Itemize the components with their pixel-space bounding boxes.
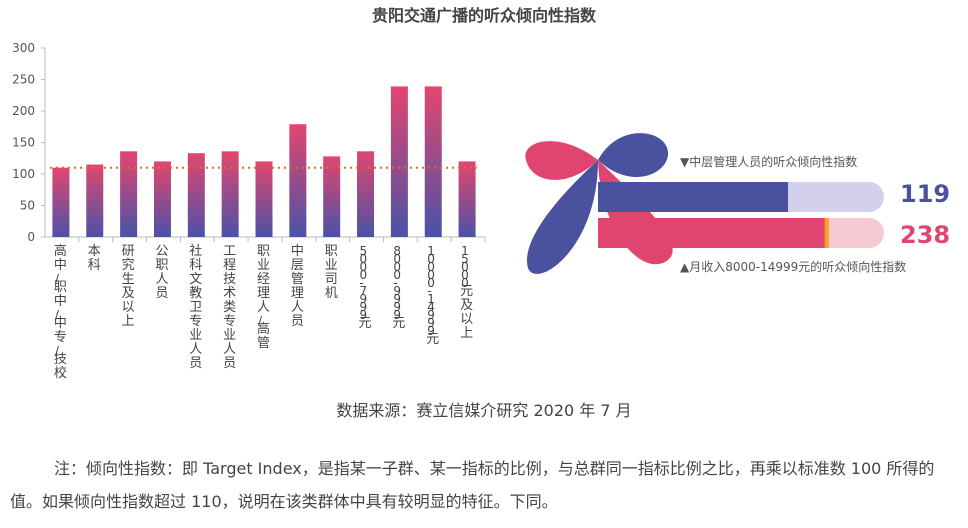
top-index-label: ▼中层管理人员的听众倾向性指数 (680, 155, 858, 169)
bar (323, 156, 341, 237)
bottom-index-value: 238 (900, 221, 951, 249)
x-tick-label: 社科文教卫专业人员 (189, 243, 202, 371)
x-tick-label: 职业司机 (325, 244, 338, 301)
bar (255, 161, 273, 237)
bottom-index-fill (598, 218, 825, 248)
x-tick-label: 1 5 0 0 0 元及以上 (460, 244, 473, 341)
bar (86, 164, 104, 237)
petal-top-left (525, 141, 598, 180)
bar (390, 86, 408, 238)
x-axis-labels: 高中/职中/中专/技校 本科 研究生及以上 公职人员 社科文教卫专业人员 工程技术类专业人… (54, 237, 486, 381)
x-tick-label: 8 0 0 0 -9 9 9 9 元 (392, 244, 405, 331)
x-tick-label: 高中/职中/中专/技校 (54, 243, 67, 381)
top-index-value: 119 (900, 180, 951, 208)
y-axis: 0 50 100 150 200 250 300 (12, 41, 485, 244)
bar (120, 151, 138, 237)
bottom-index-label: ▲月收入8000-14999元的听众倾向性指数 (680, 260, 907, 274)
index-infographic (525, 133, 884, 274)
x-tick-label: 1 0 0 0 0 -1 4 9 9 9 元 (426, 244, 439, 347)
x-tick-label: 公职人员 (155, 244, 168, 301)
bar (52, 167, 70, 237)
x-tick-label: 职业经理人/高管 (257, 244, 270, 351)
bar-series (52, 86, 476, 238)
x-tick-label: 研究生及以上 (122, 244, 135, 329)
y-tick-label: 300 (12, 41, 35, 55)
chart-canvas: 0 50 100 150 200 250 300 高中/职中/中专/技校 本科 研究生及以上 公职… (12, 41, 884, 381)
x-tick-label: 中层管理人员 (291, 244, 304, 329)
y-tick-label: 150 (12, 136, 35, 150)
x-tick-label: 本科 (88, 244, 101, 273)
bar (221, 151, 239, 237)
bar (153, 161, 171, 237)
x-tick-label: 5 0 0 0 -7 9 9 9 元 (359, 244, 372, 331)
bar (357, 151, 375, 237)
y-tick-label: 50 (20, 199, 35, 213)
y-tick-label: 250 (12, 73, 35, 87)
chart-title: 贵阳交通广播的听众倾向性指数 (371, 6, 596, 25)
bar (424, 86, 442, 238)
bottom-index-tip (824, 218, 829, 248)
petal-top-right (598, 133, 669, 177)
data-source: 数据来源：赛立信媒介研究 2020 年 7 月 (336, 401, 632, 420)
y-tick-label: 100 (12, 167, 35, 181)
bar (458, 161, 476, 237)
bar (289, 124, 307, 237)
footnote: 注：倾向性指数：即 Target Index，是指某一子群、某一指标的比例，与总… (10, 459, 935, 511)
top-index-fill (598, 182, 788, 212)
bar (187, 153, 205, 237)
petal-bottom-left (526, 160, 598, 274)
y-tick-label: 0 (27, 230, 35, 244)
y-tick-label: 200 (12, 104, 35, 118)
x-tick-label: 工程技术类专业人员 (223, 244, 236, 371)
